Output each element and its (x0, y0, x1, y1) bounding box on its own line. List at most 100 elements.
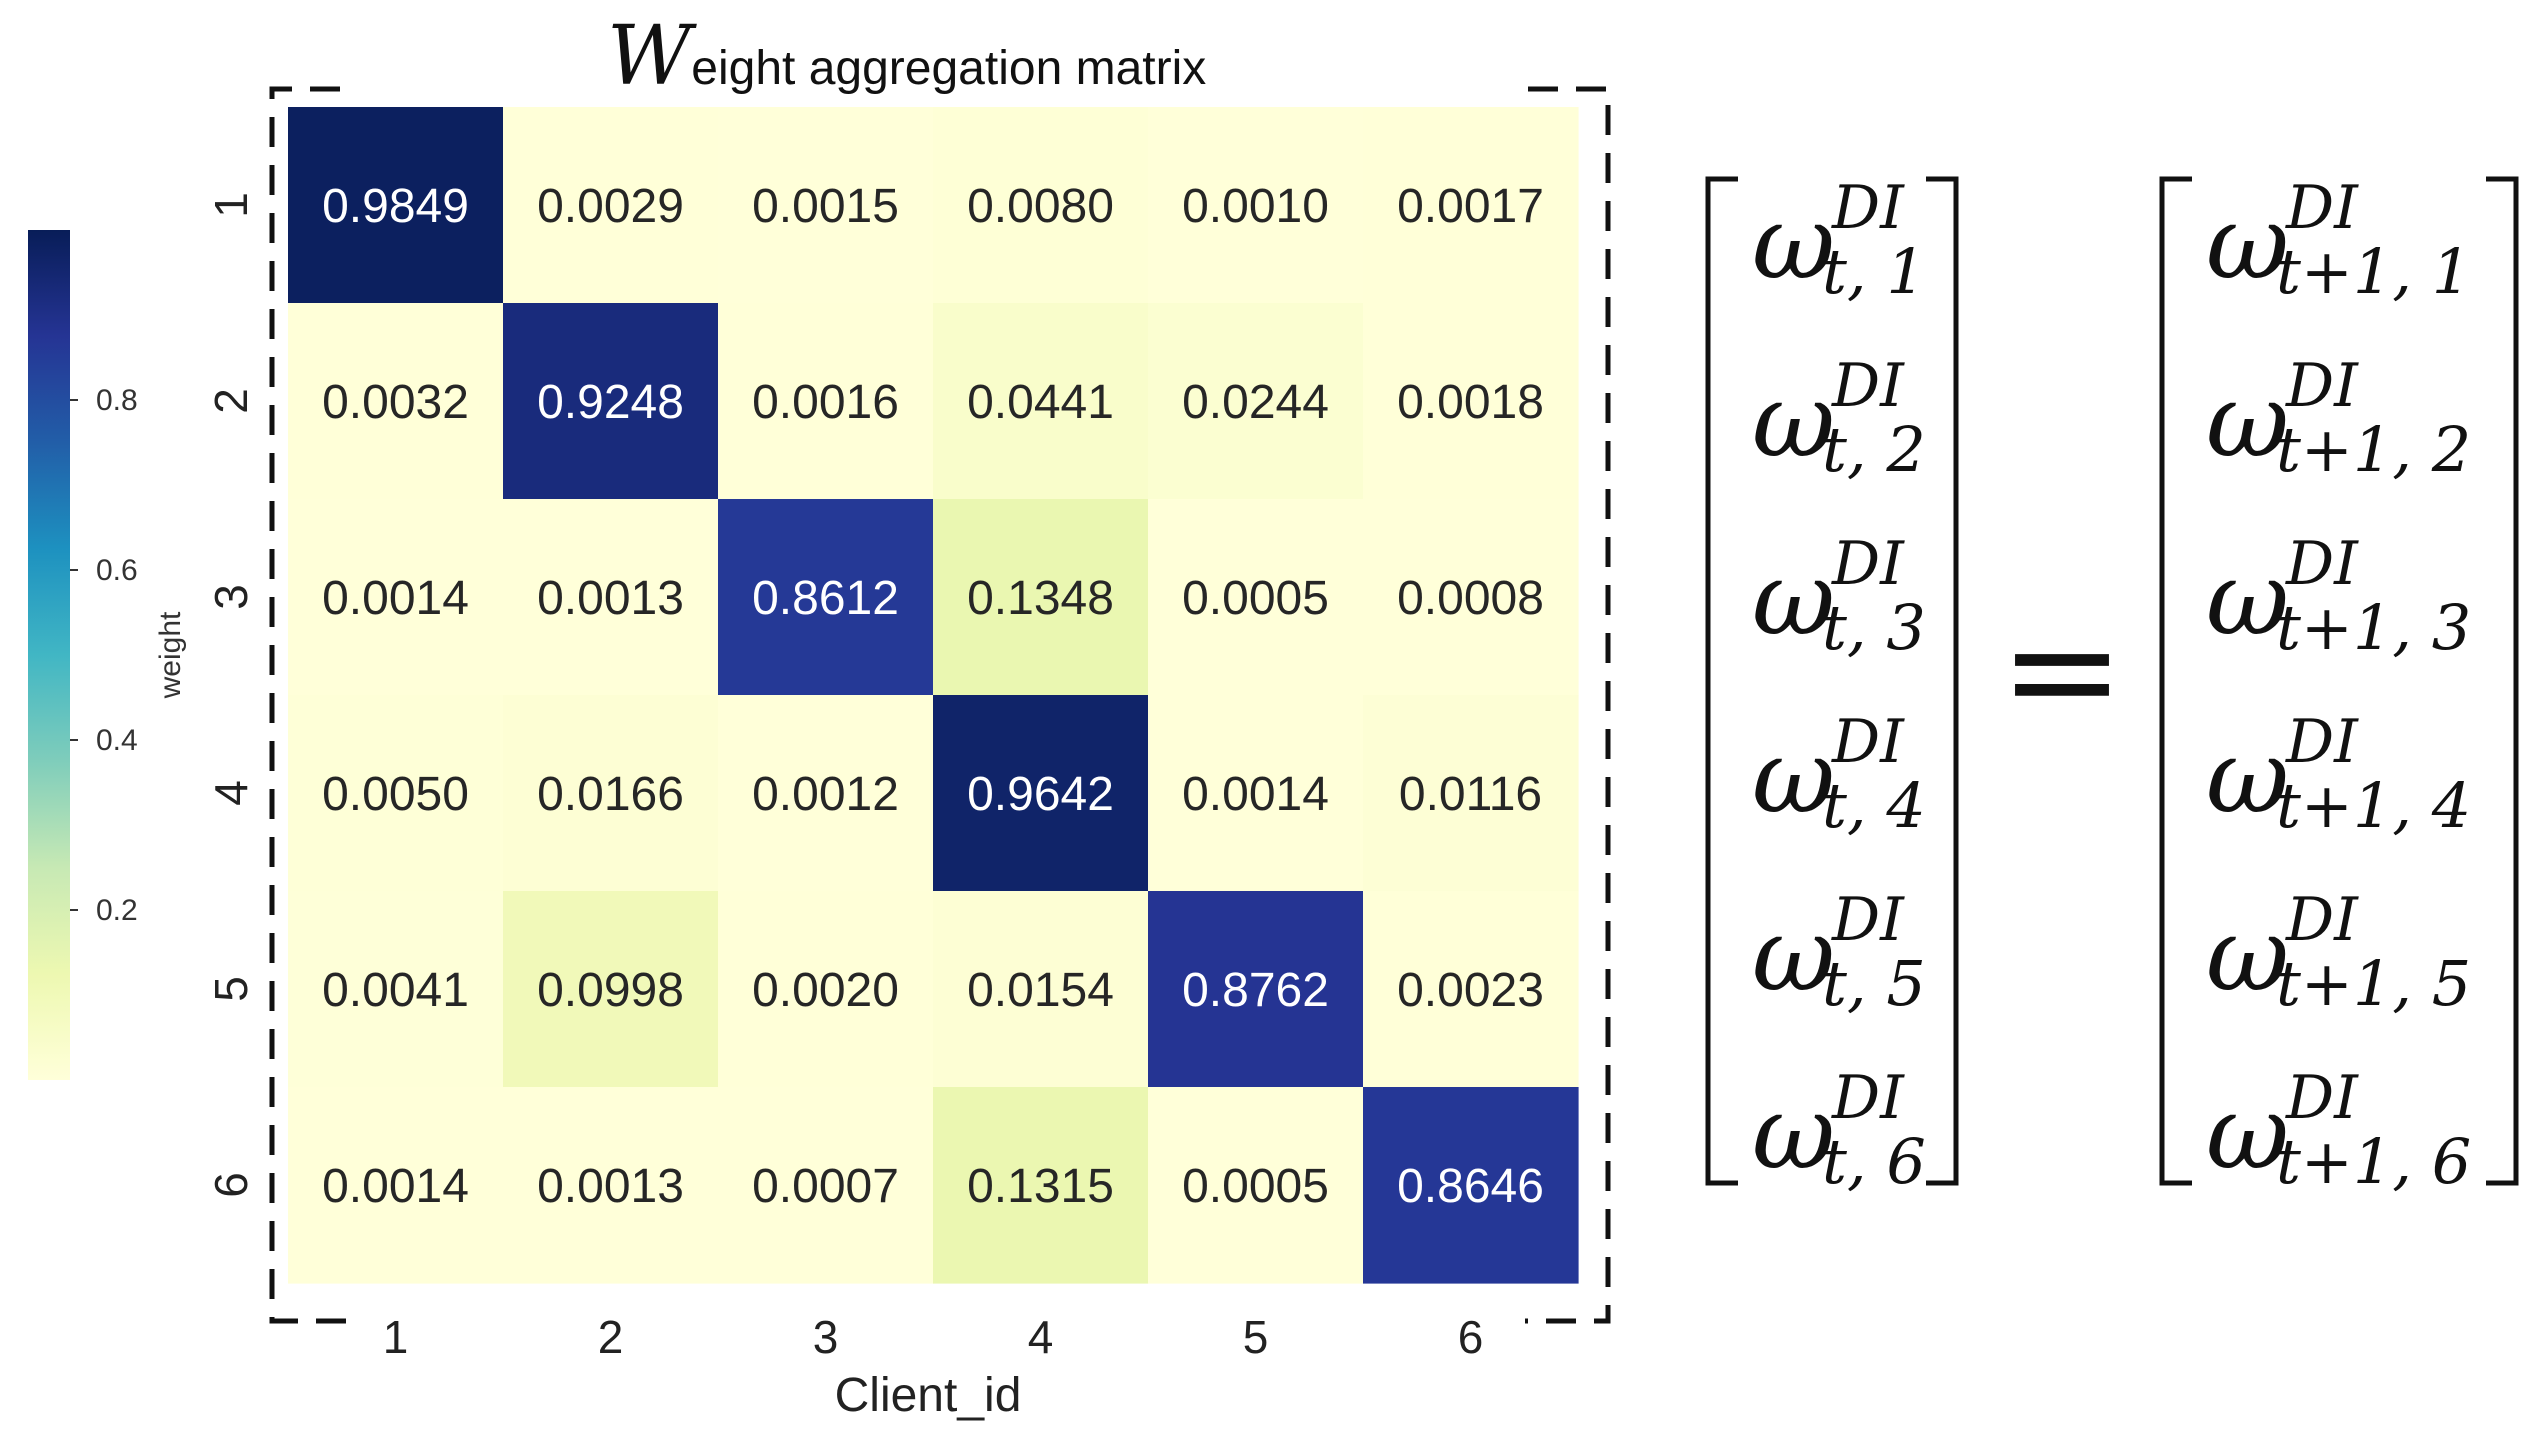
heatmap-cell-r3-c1 (288, 499, 504, 696)
value-label-r4-c1: 0.0050 (322, 768, 469, 821)
heatmap-cell-r5-c4 (933, 891, 1149, 1088)
subscript: t+1, 2 (2276, 413, 2471, 486)
value-label-r4-c3: 0.0012 (752, 768, 899, 821)
superscript: DI (2285, 351, 2359, 421)
heatmap-cell-r3-c2 (503, 499, 719, 696)
heatmap-cell-r4-c6 (1363, 695, 1579, 892)
value-label-r1-c6: 0.0017 (1397, 180, 1544, 233)
heatmap-cells (288, 107, 1579, 1284)
left-bracket (269, 86, 350, 1324)
omega-symbol: ω (2206, 1074, 2289, 1193)
heatmap-cell-r5-c6 (1363, 891, 1579, 1088)
value-label-r5-c5: 0.8762 (1182, 964, 1329, 1017)
heatmap-cell-r2-c3 (718, 303, 934, 500)
heatmap-cell-r6-c6 (1363, 1087, 1579, 1284)
value-label-r6-c3: 0.0007 (752, 1160, 899, 1213)
heatmap-cell-r1-c2 (503, 107, 719, 304)
superscript: DI (1831, 707, 1905, 777)
value-label-r5-c1: 0.0041 (322, 964, 469, 1017)
value-label-r2-c2: 0.9248 (537, 376, 684, 429)
heatmap-cell-r2-c6 (1363, 303, 1579, 500)
value-label-r4-c5: 0.0014 (1182, 768, 1329, 821)
heatmap-cell-r2-c5 (1148, 303, 1364, 500)
chart-title-initial: W (607, 9, 697, 104)
heatmap-cell-r2-c2 (503, 303, 719, 500)
omega-symbol: ω (2206, 362, 2289, 481)
value-label-r6-c6: 0.8646 (1397, 1160, 1544, 1213)
subscript: t, 5 (1822, 947, 1926, 1020)
rhs-right-bracket (2486, 176, 2519, 1186)
x-tick-5: 5 (1243, 1311, 1269, 1363)
heatmap-cell-r5-c5 (1148, 891, 1364, 1088)
colorbar-label: weight (154, 611, 187, 699)
subscript: t+1, 6 (2276, 1125, 2471, 1198)
superscript: DI (2285, 1063, 2359, 1133)
rhs-left-bracket (2159, 176, 2192, 1186)
heatmap-cell-r6-c5 (1148, 1087, 1364, 1284)
superscript: DI (1831, 173, 1905, 243)
x-axis-label: Client_id (835, 1369, 1022, 1422)
subscript: t, 2 (1822, 413, 1926, 486)
equals-sign: = (1999, 584, 2125, 758)
heatmap-cell-r1-c4 (933, 107, 1149, 304)
heatmap-cell-r6-c3 (718, 1087, 934, 1284)
heatmap-cell-r4-c1 (288, 695, 504, 892)
value-label-r4-c2: 0.0166 (537, 768, 684, 821)
heatmap-cell-r3-c3 (718, 499, 934, 696)
colorbar-ticks: 0.2 0.4 0.6 0.8 (70, 384, 138, 927)
value-label-r3-c2: 0.0013 (537, 572, 684, 625)
chart-title-rest: eight aggregation matrix (691, 42, 1206, 95)
x-tick-4: 4 (1028, 1311, 1054, 1363)
value-label-r3-c1: 0.0014 (322, 572, 469, 625)
colorbar-tick-label-1: 0.2 (96, 894, 138, 927)
value-label-r1-c2: 0.0029 (537, 180, 684, 233)
matrix-brackets (269, 86, 1611, 1324)
x-tick-6: 6 (1458, 1311, 1484, 1363)
value-label-r2-c1: 0.0032 (322, 376, 469, 429)
omega-symbol: ω (2206, 540, 2289, 659)
lhs-right-bracket (1926, 176, 1959, 1186)
colorbar-tick-label-2: 0.4 (96, 724, 138, 757)
heatmap-cell-r2-c4 (933, 303, 1149, 500)
heatmap-cell-r3-c6 (1363, 499, 1579, 696)
omega-symbol: ω (1752, 184, 1835, 303)
y-tick-2: 2 (205, 388, 257, 414)
x-tick-2: 2 (598, 1311, 624, 1363)
subscript: t, 4 (1822, 769, 1926, 842)
subscript: t, 1 (1822, 235, 1926, 308)
heatmap-cell-r4-c3 (718, 695, 934, 892)
y-tick-6: 6 (205, 1172, 257, 1198)
value-label-r2-c3: 0.0016 (752, 376, 899, 429)
lhs-vector-brackets (1705, 176, 1959, 1186)
superscript: DI (1831, 885, 1905, 955)
heatmap-cell-r4-c2 (503, 695, 719, 892)
omega-symbol: ω (1752, 540, 1835, 659)
value-label-r1-c5: 0.0010 (1182, 180, 1329, 233)
omega-symbol: ω (2206, 896, 2289, 1015)
heatmap-cell-r6-c1 (288, 1087, 504, 1284)
value-label-r3-c4: 0.1348 (967, 572, 1114, 625)
heatmap-cell-r1-c6 (1363, 107, 1579, 304)
heatmap-cell-r4-c5 (1148, 695, 1364, 892)
y-axis-ticks: 1 2 3 4 5 6 (205, 192, 257, 1198)
heatmap-cell-r5-c2 (503, 891, 719, 1088)
heatmap-cell-r1-c5 (1148, 107, 1364, 304)
value-label-r5-c6: 0.0023 (1397, 964, 1544, 1017)
colorbar (28, 230, 70, 1080)
heatmap-cell-r3-c4 (933, 499, 1149, 696)
heatmap-cell-r5-c1 (288, 891, 504, 1088)
subscript: t+1, 3 (2276, 591, 2471, 664)
y-tick-4: 4 (205, 780, 257, 806)
superscript: DI (1831, 529, 1905, 599)
heatmap-cell-r4-c4 (933, 695, 1149, 892)
